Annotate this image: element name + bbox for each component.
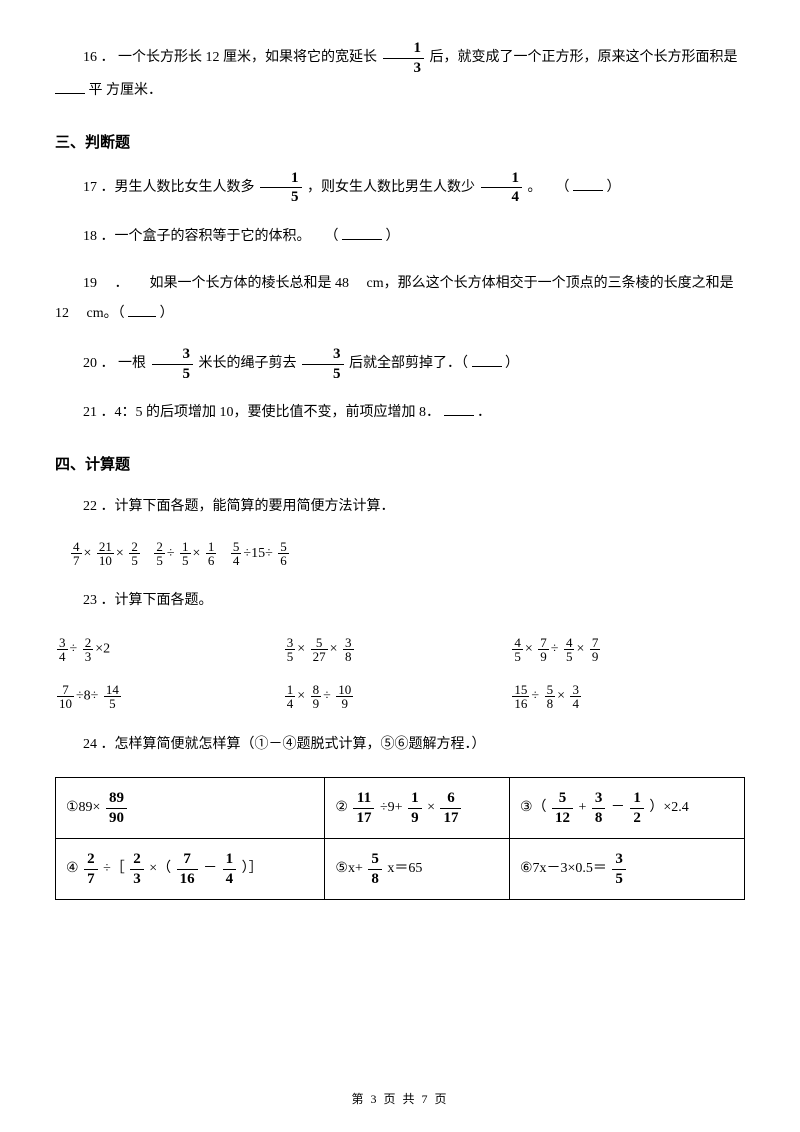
- q20-frac1: 3 5: [152, 346, 194, 382]
- q21-num: 21: [83, 405, 97, 420]
- q17-t4: ）: [607, 180, 621, 195]
- q24-t: ．怎样算简便就怎样算（①－④题脱式计算，⑤⑥题解方程．）: [101, 737, 486, 752]
- q23-num: 23: [83, 593, 97, 608]
- question-24: 24 ．怎样算简便就怎样算（①－④题脱式计算，⑤⑥题解方程．）: [55, 730, 745, 761]
- q16-num: 16: [83, 50, 97, 65]
- question-20: 20 ． 一根 3 5 米长的绳子剪去 3 5 后就全部剪掉了．（ ）: [55, 346, 745, 382]
- q24-cell-5: ⑤x+ 58 x＝65: [325, 839, 510, 900]
- q23-r2-a: 710÷8÷ 145: [55, 683, 283, 710]
- q24-cell-2: ② 1117 ÷9+ 19 × 617: [325, 778, 510, 839]
- section-4-title: 四、计算题: [55, 453, 745, 474]
- q22-t: ．计算下面各题，能简算的要用简便方法计算．: [101, 499, 395, 514]
- q21-t: ．4：5 的后项增加 10，要使比值不变，前项应增加 8．: [101, 405, 441, 420]
- q24-cell-3: ③（ 512 + 38 － 12 ）×2.4: [509, 778, 744, 839]
- q24-table: ①89× 8990 ② 1117 ÷9+ 19 × 617 ③（ 512 + 3…: [55, 777, 745, 900]
- q21-t2: ．: [477, 405, 491, 420]
- q19-blank[interactable]: [128, 302, 156, 317]
- q20-t2: 米长的绳子剪去: [199, 356, 297, 371]
- q21-blank[interactable]: [444, 401, 474, 416]
- question-21: 21 ．4：5 的后项增加 10，要使比值不变，前项应增加 8． ．: [55, 398, 745, 429]
- q17-frac2: 1 4: [481, 170, 523, 206]
- q22-calc: 47× 2110× 25 25÷ 15× 16 54÷15÷ 56: [55, 539, 745, 570]
- q17-num: 17: [83, 180, 97, 195]
- q23-row2: 710÷8÷ 145 14× 89÷ 109 1516÷ 58× 34: [55, 683, 745, 710]
- q18-num: 18: [83, 229, 97, 244]
- q16-t1: ． 一个长方形长 12 厘米，如果将它的宽延长: [101, 50, 378, 65]
- q16-blank[interactable]: [55, 79, 85, 94]
- q23-r2-c: 1516÷ 58× 34: [510, 683, 738, 710]
- question-19: 19 ． 如果一个长方体的棱长总和是 48 cm，那么这个长方体相交于一个顶点的…: [55, 269, 745, 331]
- q24-cell-1: ①89× 8990: [56, 778, 325, 839]
- q16-t3: 平 方厘米．: [89, 83, 163, 98]
- q24-num: 24: [83, 737, 97, 752]
- q16-frac1: 1 3: [383, 40, 425, 76]
- section-3-title: 三、判断题: [55, 131, 745, 152]
- question-22: 22 ．计算下面各题，能简算的要用简便方法计算．: [55, 492, 745, 523]
- question-23: 23 ．计算下面各题。: [55, 586, 745, 617]
- question-17: 17 ．男生人数比女生人数多 1 5 ，则女生人数比男生人数少 1 4 。 （ …: [55, 170, 745, 206]
- q20-frac2: 3 5: [302, 346, 344, 382]
- q20-num: 20: [83, 356, 97, 371]
- q18-t2: ）: [386, 229, 400, 244]
- q23-row1: 34÷ 23×2 35× 527× 38 45× 79÷ 45× 79: [55, 636, 745, 663]
- q18-blank[interactable]: [342, 225, 382, 240]
- q23-r1-a: 34÷ 23×2: [55, 636, 283, 663]
- q19-t: ． 如果一个长方体的棱长总和是 48 cm，那么这个长方体相交于一个顶点的三条棱…: [55, 276, 734, 322]
- q20-blank[interactable]: [472, 352, 502, 367]
- q16-t2: 后，就变成了一个正方形，原来这个长方形面积是: [430, 50, 738, 65]
- q17-blank[interactable]: [573, 176, 603, 191]
- q20-t1: ． 一根: [101, 356, 147, 371]
- q17-t2: ，则女生人数比男生人数少: [307, 180, 475, 195]
- q23-r2-b: 14× 89÷ 109: [283, 683, 511, 710]
- q23-r1-c: 45× 79÷ 45× 79: [510, 636, 738, 663]
- q17-t1: ．男生人数比女生人数多: [101, 180, 255, 195]
- q17-frac1: 1 5: [260, 170, 302, 206]
- question-16: 16 ． 一个长方形长 12 厘米，如果将它的宽延长 1 3 后，就变成了一个正…: [55, 40, 745, 107]
- q24-cell-4: ④ 27 ÷［ 23 ×（ 716 － 14 ）］: [56, 839, 325, 900]
- q23-t: ．计算下面各题。: [101, 593, 213, 608]
- page-footer: 第 3 页 共 7 页: [0, 1090, 800, 1107]
- q23-r1-b: 35× 527× 38: [283, 636, 511, 663]
- q19-t2: ）: [160, 306, 174, 321]
- q20-t4: ）: [505, 356, 519, 371]
- q17-t3: 。 （: [528, 180, 570, 195]
- q22-num: 22: [83, 499, 97, 514]
- q20-t3: 后就全部剪掉了．（: [349, 356, 468, 371]
- q19-num: 19: [83, 276, 97, 291]
- q18-t: ．一个盒子的容积等于它的体积。 （: [101, 229, 339, 244]
- q24-cell-6: ⑥7x－3×0.5＝ 35: [509, 839, 744, 900]
- question-18: 18 ．一个盒子的容积等于它的体积。 （ ）: [55, 222, 745, 253]
